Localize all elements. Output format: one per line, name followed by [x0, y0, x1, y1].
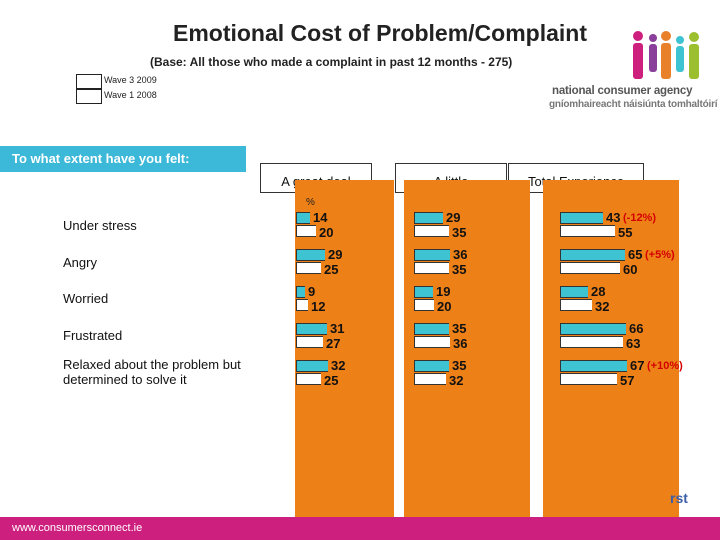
data-label-a-little-relaxed-about-the-problem-but-determined-to-solve-it-wave1: 32 [449, 373, 464, 388]
data-label-a-great-deal-under-stress-wave1: 20 [319, 225, 334, 240]
data-label-a-little-angry-wave1: 35 [452, 262, 467, 277]
data-label-total-experience-worried-wave1: 32 [595, 299, 610, 314]
bar-a-great-deal-relaxed-about-the-problem-but-determined-to-solve-it-wave3 [296, 360, 328, 372]
bar-a-little-relaxed-about-the-problem-but-determined-to-solve-it-wave3 [414, 360, 449, 372]
brand-name: national consumer agency [552, 85, 693, 97]
legend-swatch-wave3 [76, 74, 102, 89]
bar-a-great-deal-under-stress-wave3 [296, 212, 310, 224]
data-label-a-great-deal-worried-wave1: 12 [311, 299, 326, 314]
bar-total-experience-angry-wave3 [560, 249, 625, 261]
category-label-angry: Angry [63, 255, 97, 270]
change-label-angry: (+5%) [645, 249, 675, 261]
data-label-total-experience-under-stress-wave1: 55 [618, 225, 633, 240]
page-title: Emotional Cost of Problem/Complaint [172, 20, 587, 46]
footer-url: www.consumersconnect.ie [12, 522, 143, 534]
data-label-total-experience-worried-wave3: 28 [591, 284, 606, 299]
data-label-a-great-deal-frustrated-wave3: 31 [330, 321, 345, 336]
brand-name-irish: gníomhaireacht náisiúnta tomhaltóirí [549, 99, 718, 110]
bar-total-experience-frustrated-wave1 [560, 336, 623, 348]
data-label-a-great-deal-worried-wave3: 9 [308, 284, 316, 299]
bar-total-experience-under-stress-wave3 [560, 212, 603, 224]
brand-logo-icon [633, 31, 699, 79]
data-label-a-great-deal-frustrated-wave1: 27 [326, 336, 341, 351]
category-label-relaxed: Relaxed about the problem but determined… [63, 357, 241, 387]
legend-swatch-wave1 [76, 89, 102, 104]
data-label-a-little-worried-wave3: 19 [436, 284, 451, 299]
data-label-a-little-relaxed-about-the-problem-but-determined-to-solve-it-wave3: 35 [452, 358, 467, 373]
data-label-a-little-worried-wave1: 20 [437, 299, 452, 314]
data-label-a-great-deal-angry-wave3: 29 [328, 247, 343, 262]
data-label-total-experience-frustrated-wave3: 66 [629, 321, 644, 336]
category-label-worried: Worried [63, 291, 109, 306]
bar-a-little-under-stress-wave1 [414, 225, 449, 237]
data-label-a-little-frustrated-wave1: 36 [453, 336, 468, 351]
data-label-a-little-under-stress-wave1: 35 [452, 225, 467, 240]
data-label-a-little-angry-wave3: 36 [453, 247, 468, 262]
change-label-relaxed-about-the-problem-but-determined-to-solve-it: (+10%) [647, 360, 683, 372]
data-label-a-great-deal-relaxed-about-the-problem-but-determined-to-solve-it-wave3: 32 [331, 358, 346, 373]
data-label-a-little-under-stress-wave3: 29 [446, 210, 461, 225]
legend-label-wave3: Wave 3 2009 [104, 75, 157, 85]
unit-label: % [306, 197, 315, 208]
bar-a-little-angry-wave3 [414, 249, 450, 261]
bar-a-great-deal-angry-wave3 [296, 249, 325, 261]
legend-label-wave1: Wave 1 2008 [104, 90, 157, 100]
change-label-under-stress: (-12%) [623, 212, 657, 224]
bar-a-great-deal-angry-wave1 [296, 262, 321, 274]
bar-total-experience-worried-wave3 [560, 286, 588, 298]
bar-a-little-worried-wave1 [414, 299, 434, 311]
bar-a-great-deal-frustrated-wave1 [296, 336, 323, 348]
bar-a-great-deal-relaxed-about-the-problem-but-determined-to-solve-it-wave1 [296, 373, 321, 385]
data-label-total-experience-frustrated-wave1: 63 [626, 336, 641, 351]
bar-total-experience-worried-wave1 [560, 299, 592, 311]
category-label-under-stress: Under stress [63, 218, 137, 233]
data-label-total-experience-angry-wave3: 65 [628, 247, 643, 262]
data-label-a-great-deal-under-stress-wave3: 14 [313, 210, 328, 225]
footer-bar [0, 517, 720, 540]
data-label-total-experience-relaxed-about-the-problem-but-determined-to-solve-it-wave1: 57 [620, 373, 635, 388]
question-label: To what extent have you felt: [0, 146, 246, 172]
footer-fragment: rst [670, 490, 688, 506]
data-label-a-great-deal-angry-wave1: 25 [324, 262, 339, 277]
bar-a-little-frustrated-wave3 [414, 323, 449, 335]
bar-total-experience-relaxed-about-the-problem-but-determined-to-solve-it-wave1 [560, 373, 617, 385]
bar-a-little-angry-wave1 [414, 262, 449, 274]
bar-total-experience-under-stress-wave1 [560, 225, 615, 237]
bar-total-experience-relaxed-about-the-problem-but-determined-to-solve-it-wave3 [560, 360, 627, 372]
bar-a-little-under-stress-wave3 [414, 212, 443, 224]
bar-a-great-deal-worried-wave3 [296, 286, 305, 298]
bar-total-experience-frustrated-wave3 [560, 323, 626, 335]
data-label-total-experience-angry-wave1: 60 [623, 262, 638, 277]
data-label-total-experience-under-stress-wave3: 43 [606, 210, 621, 225]
bar-a-great-deal-worried-wave1 [296, 299, 308, 311]
data-label-a-little-frustrated-wave3: 35 [452, 321, 467, 336]
bar-a-great-deal-frustrated-wave3 [296, 323, 327, 335]
bar-a-little-frustrated-wave1 [414, 336, 450, 348]
category-label-frustrated: Frustrated [63, 328, 123, 343]
bar-total-experience-angry-wave1 [560, 262, 620, 274]
page-subtitle: (Base: All those who made a complaint in… [150, 55, 513, 69]
bar-a-little-worried-wave3 [414, 286, 433, 298]
bar-a-little-relaxed-about-the-problem-but-determined-to-solve-it-wave1 [414, 373, 446, 385]
data-label-total-experience-relaxed-about-the-problem-but-determined-to-solve-it-wave3: 67 [630, 358, 645, 373]
bar-a-great-deal-under-stress-wave1 [296, 225, 316, 237]
data-label-a-great-deal-relaxed-about-the-problem-but-determined-to-solve-it-wave1: 25 [324, 373, 339, 388]
